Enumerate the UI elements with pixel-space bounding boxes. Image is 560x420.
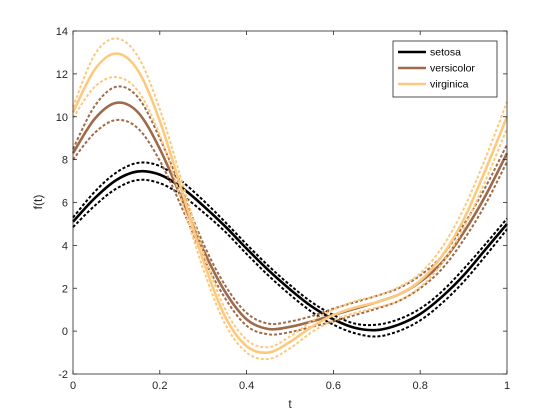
y-tick-label: 12 [56, 69, 68, 81]
series-virginica [71, 37, 509, 361]
x-tick-label: 0 [70, 380, 76, 392]
series-layer [71, 37, 509, 361]
y-tick-label: 0 [62, 326, 68, 338]
x-tick-label: 1 [504, 380, 510, 392]
series-setosa-mean-line [72, 169, 508, 332]
series-virginica-upper-bound [72, 37, 508, 349]
series-versicolor-mean-line [71, 101, 509, 331]
legend-item-versicolor: versicolor [398, 63, 475, 75]
x-tick-label: 0.4 [239, 380, 254, 392]
y-tick-label: 10 [56, 112, 68, 124]
legend-item-setosa: setosa [398, 47, 461, 59]
series-setosa-upper-bound [72, 161, 508, 327]
series-versicolor-lower-bound [72, 118, 508, 336]
y-tick-label: 8 [62, 155, 68, 167]
x-tick-label: 0.2 [152, 380, 167, 392]
series-virginica-lower-bound [72, 76, 508, 361]
series-virginica-mean-line [71, 52, 509, 355]
legend-label: virginica [430, 79, 469, 91]
series-setosa-lower-bound [72, 178, 508, 338]
series-setosa [72, 161, 508, 338]
legend-label: setosa [430, 47, 461, 59]
x-axis-ticks: 0 0.2 0.4 0.6 0.8 1 [70, 31, 510, 392]
x-axis-label: t [288, 397, 292, 411]
y-tick-label: 6 [62, 198, 68, 210]
y-tick-label: 14 [56, 26, 68, 38]
y-tick-label: 2 [62, 283, 68, 295]
y-axis-ticks: -2 0 2 4 6 8 10 12 14 [56, 26, 507, 381]
x-tick-label: 0.8 [413, 380, 428, 392]
y-tick-label: 4 [62, 240, 68, 252]
legend-label: versicolor [430, 63, 475, 75]
legend-item-virginica: virginica [398, 79, 469, 91]
y-tick-label: -2 [58, 369, 68, 381]
x-tick-label: 0.6 [326, 380, 341, 392]
legend: setosa versicolor virginica [392, 40, 498, 98]
y-axis-label: f(t) [31, 195, 45, 210]
